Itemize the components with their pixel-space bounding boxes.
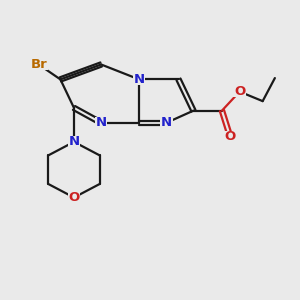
Text: Br: Br — [30, 58, 47, 71]
Text: O: O — [234, 85, 245, 98]
FancyBboxPatch shape — [224, 131, 236, 142]
Text: N: N — [96, 116, 107, 129]
Text: O: O — [224, 130, 236, 143]
Text: N: N — [134, 73, 145, 86]
Text: N: N — [161, 116, 172, 129]
Text: O: O — [68, 191, 80, 204]
FancyBboxPatch shape — [95, 117, 107, 129]
FancyBboxPatch shape — [68, 136, 80, 148]
FancyBboxPatch shape — [133, 74, 146, 85]
Text: N: N — [68, 135, 80, 148]
FancyBboxPatch shape — [233, 86, 246, 97]
FancyBboxPatch shape — [30, 59, 48, 70]
FancyBboxPatch shape — [68, 192, 80, 203]
FancyBboxPatch shape — [160, 117, 172, 129]
